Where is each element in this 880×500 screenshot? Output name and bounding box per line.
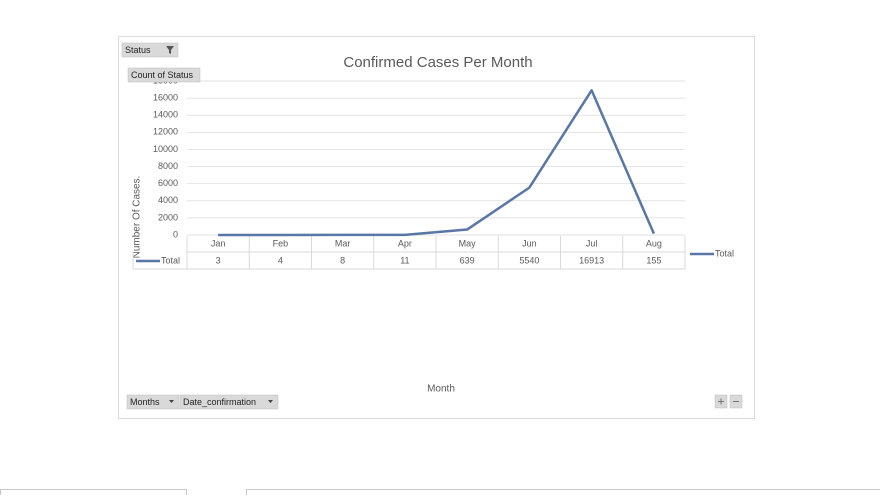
sheet-box xyxy=(247,490,880,496)
x-tick-label: Jun xyxy=(522,238,537,248)
y-tick-label: 14000 xyxy=(153,110,178,120)
status-button-label: Status xyxy=(125,45,151,55)
y-tick-label: 0 xyxy=(173,229,178,239)
table-value: 8 xyxy=(340,255,345,265)
x-tick-label: Jul xyxy=(586,238,598,248)
table-row-label: Total xyxy=(161,255,180,265)
x-tick-label: Apr xyxy=(398,238,412,248)
sheet-box xyxy=(1,490,187,496)
table-value: 3 xyxy=(216,255,221,265)
chart-title: Confirmed Cases Per Month xyxy=(343,54,532,71)
y-tick-label: 8000 xyxy=(158,161,178,171)
x-tick-label: Jan xyxy=(211,238,226,248)
count-button-label: Count of Status xyxy=(131,70,194,80)
y-axis-label: Number Of Cases. xyxy=(132,176,143,259)
y-tick-label: 16000 xyxy=(153,92,178,102)
table-value: 16913 xyxy=(579,255,604,265)
y-tick-label: 4000 xyxy=(158,195,178,205)
table-value: 4 xyxy=(278,255,283,265)
date-button-label: Date_confirmation xyxy=(183,397,256,407)
table-value: 639 xyxy=(460,255,475,265)
y-tick-label: 2000 xyxy=(158,212,178,222)
table-value: 11 xyxy=(400,255,409,265)
y-tick-label: 12000 xyxy=(153,127,178,137)
x-axis-label: Month xyxy=(427,384,455,395)
table-value: 155 xyxy=(646,255,661,265)
x-tick-label: Aug xyxy=(646,238,662,248)
legend-label: Total xyxy=(715,248,734,258)
x-tick-label: Feb xyxy=(273,238,289,248)
chart-area xyxy=(119,37,755,419)
table-value: 5540 xyxy=(519,255,539,265)
x-tick-label: Mar xyxy=(335,238,351,248)
x-tick-label: May xyxy=(459,238,477,248)
y-tick-label: 10000 xyxy=(153,144,178,154)
months-button-label: Months xyxy=(130,397,160,407)
y-tick-label: 6000 xyxy=(158,178,178,188)
